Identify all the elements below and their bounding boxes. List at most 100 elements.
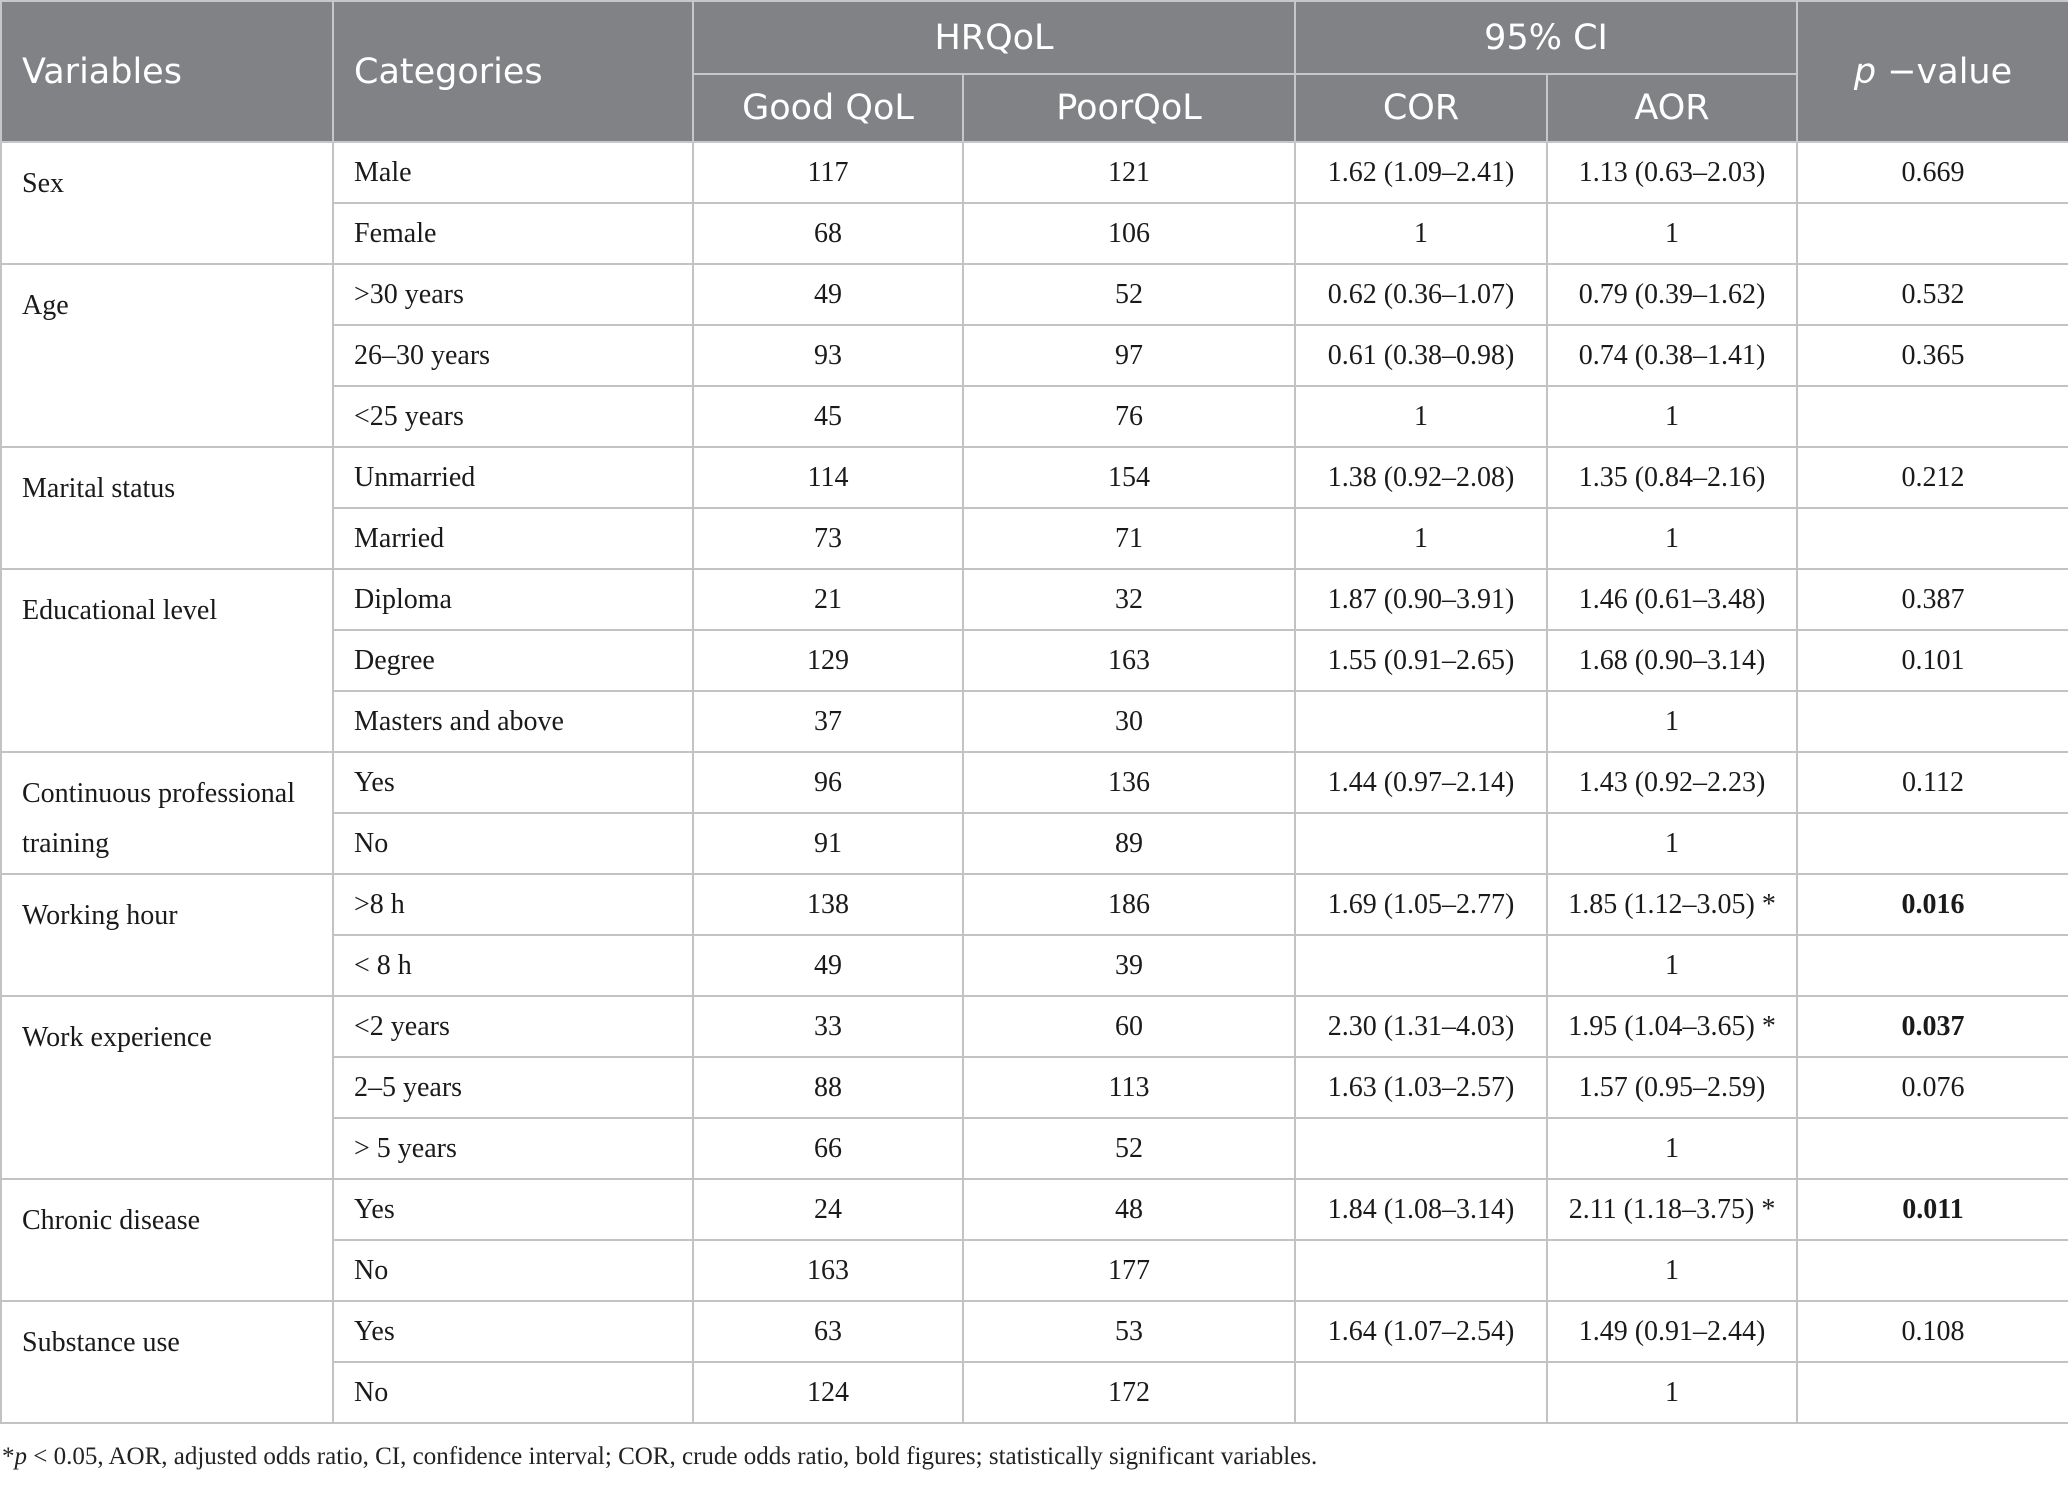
poor-qol-cell: 172	[961, 1361, 1297, 1424]
poor-qol-cell: 154	[961, 446, 1297, 509]
p-value-cell	[1796, 1117, 2068, 1180]
p-value-cell: 0.387	[1796, 568, 2068, 631]
cor-cell: 1	[1294, 202, 1549, 265]
aor-cell: 1	[1546, 1117, 1799, 1180]
poor-qol-cell: 186	[961, 873, 1297, 936]
poor-qol-cell: 52	[961, 1117, 1297, 1180]
category-cell: No	[332, 812, 694, 875]
header-row-2: Good QoL PoorQoL COR AOR	[1, 73, 2068, 143]
table-row: Degree 129 163 1.55 (0.91–2.65) 1.68 (0.90–3…	[1, 629, 2068, 692]
category-cell: No	[332, 1239, 694, 1302]
poor-qol-cell: 97	[961, 324, 1297, 387]
cor-cell: 1.69 (1.05–2.77)	[1294, 873, 1549, 936]
poor-qol-cell: 106	[961, 202, 1297, 265]
footnote-p: p	[14, 1443, 28, 1470]
table-row: Chronic disease Yes 24 48 1.84 (1.08–3.14) 2.…	[0, 1178, 2068, 1302]
table-body: Sex Male 117 121 1.62 (1.09–2.41) 1.13 (0.63–…	[0, 141, 2068, 1424]
cor-cell: 1.44 (0.97–2.14)	[1294, 751, 1549, 814]
good-qol-cell: 88	[692, 1056, 964, 1119]
table-row: Marital status Unmarried 114 154 1.38 (0.92–…	[0, 446, 2068, 570]
cor-cell: 1.87 (0.90–3.91)	[1294, 568, 1549, 631]
good-qol-cell: 49	[692, 263, 964, 326]
table-row: Working hour >8 h 138 186 1.69 (1.05–2.77) 1.…	[0, 873, 2068, 997]
aor-cell: 1.68 (0.90–3.14)	[1546, 629, 1799, 692]
variable-cell: Sex	[0, 141, 334, 265]
poor-qol-cell: 32	[961, 568, 1297, 631]
cor-cell	[1294, 690, 1549, 753]
aor-cell: 1	[1546, 934, 1799, 997]
poor-qol-cell: 76	[961, 385, 1297, 448]
p-value-cell: 0.112	[1796, 751, 2068, 814]
category-cell: Unmarried	[332, 446, 694, 509]
cor-cell: 1	[1294, 385, 1549, 448]
category-cell: >30 years	[332, 263, 694, 326]
header-row-1: Variables Categories HRQoL 95% CI p −val…	[0, 0, 2068, 143]
cor-cell: 1.84 (1.08–3.14)	[1294, 1178, 1549, 1241]
p-value-cell: 0.532	[1796, 263, 2068, 326]
variable-cell: Substance use	[0, 1300, 334, 1424]
variable-cell: Continuous professional training	[0, 751, 334, 875]
aor-cell: 1	[1546, 507, 1799, 570]
aor-cell: 1	[1546, 1361, 1799, 1424]
category-cell: Masters and above	[332, 690, 694, 753]
cor-cell: 0.62 (0.36–1.07)	[1294, 263, 1549, 326]
good-qol-cell: 138	[692, 873, 964, 936]
category-cell: Yes	[332, 1300, 694, 1363]
poor-qol-cell: 30	[961, 690, 1297, 753]
good-qol-cell: 21	[692, 568, 964, 631]
aor-cell: 1.49 (0.91–2.44)	[1546, 1300, 1799, 1363]
table-row: No 91 89 1	[1, 812, 2068, 875]
category-cell: <2 years	[332, 995, 694, 1058]
cor-cell: 1.64 (1.07–2.54)	[1294, 1300, 1549, 1363]
p-value-cell	[1796, 385, 2068, 448]
cor-cell: 1.62 (1.09–2.41)	[1294, 141, 1549, 204]
cor-cell: 1.63 (1.03–2.57)	[1294, 1056, 1549, 1119]
poor-qol-cell: 53	[961, 1300, 1297, 1363]
good-qol-cell: 117	[692, 141, 964, 204]
p-value-cell	[1796, 1239, 2068, 1302]
table-row: Masters and above 37 30 1	[1, 690, 2068, 753]
p-value-cell	[1796, 812, 2068, 875]
header-pvalue: p −value	[1796, 0, 2068, 143]
p-value-cell	[1796, 690, 2068, 753]
poor-qol-cell: 60	[961, 995, 1297, 1058]
cor-cell	[1294, 934, 1549, 997]
p-value-cell: 0.076	[1796, 1056, 2068, 1119]
table-row: 26–30 years 93 97 0.61 (0.38–0.98) 0.74 (0.3…	[1, 324, 2068, 387]
header-aor: AOR	[1546, 73, 1799, 143]
table-row: <25 years 45 76 1 1	[1, 385, 2068, 448]
header-variables: Variables	[0, 0, 334, 143]
cor-cell: 1.38 (0.92–2.08)	[1294, 446, 1549, 509]
cor-cell	[1294, 1117, 1549, 1180]
aor-cell: 0.79 (0.39–1.62)	[1546, 263, 1799, 326]
p-value-cell: 0.016	[1796, 873, 2068, 936]
cor-cell	[1294, 1361, 1549, 1424]
aor-cell: 1	[1546, 812, 1799, 875]
p-value-cell	[1796, 934, 2068, 997]
header-hrqol: HRQoL	[691, 0, 1297, 75]
good-qol-cell: 66	[692, 1117, 964, 1180]
p-value-cell: 0.011	[1796, 1178, 2068, 1241]
p-value-cell: 0.365	[1796, 324, 2068, 387]
good-qol-cell: 91	[692, 812, 964, 875]
p-value-cell	[1796, 202, 2068, 265]
variable-cell: Marital status	[0, 446, 334, 570]
aor-cell: 1.85 (1.12–3.05) *	[1546, 873, 1799, 936]
table-row: Continuous professional training Yes 96 136…	[0, 751, 2068, 875]
aor-cell: 1.46 (0.61–3.48)	[1546, 568, 1799, 631]
aor-cell: 1	[1546, 385, 1799, 448]
variable-cell: Educational level	[0, 568, 334, 753]
poor-qol-cell: 163	[961, 629, 1297, 692]
table-row: No 124 172 1	[1, 1361, 2068, 1424]
header-poor-qol: PoorQoL	[961, 73, 1297, 143]
category-cell: Degree	[332, 629, 694, 692]
variable-cell: Working hour	[0, 873, 334, 997]
poor-qol-cell: 89	[961, 812, 1297, 875]
good-qol-cell: 163	[692, 1239, 964, 1302]
cor-cell: 1	[1294, 507, 1549, 570]
category-cell: Diploma	[332, 568, 694, 631]
table-row: Work experience <2 years 33 60 2.30 (1.31–4.…	[0, 995, 2068, 1180]
poor-qol-cell: 136	[961, 751, 1297, 814]
table-row: 2–5 years 88 113 1.63 (1.03–2.57) 1.57 (0.95…	[1, 1056, 2068, 1119]
aor-cell: 1.57 (0.95–2.59)	[1546, 1056, 1799, 1119]
